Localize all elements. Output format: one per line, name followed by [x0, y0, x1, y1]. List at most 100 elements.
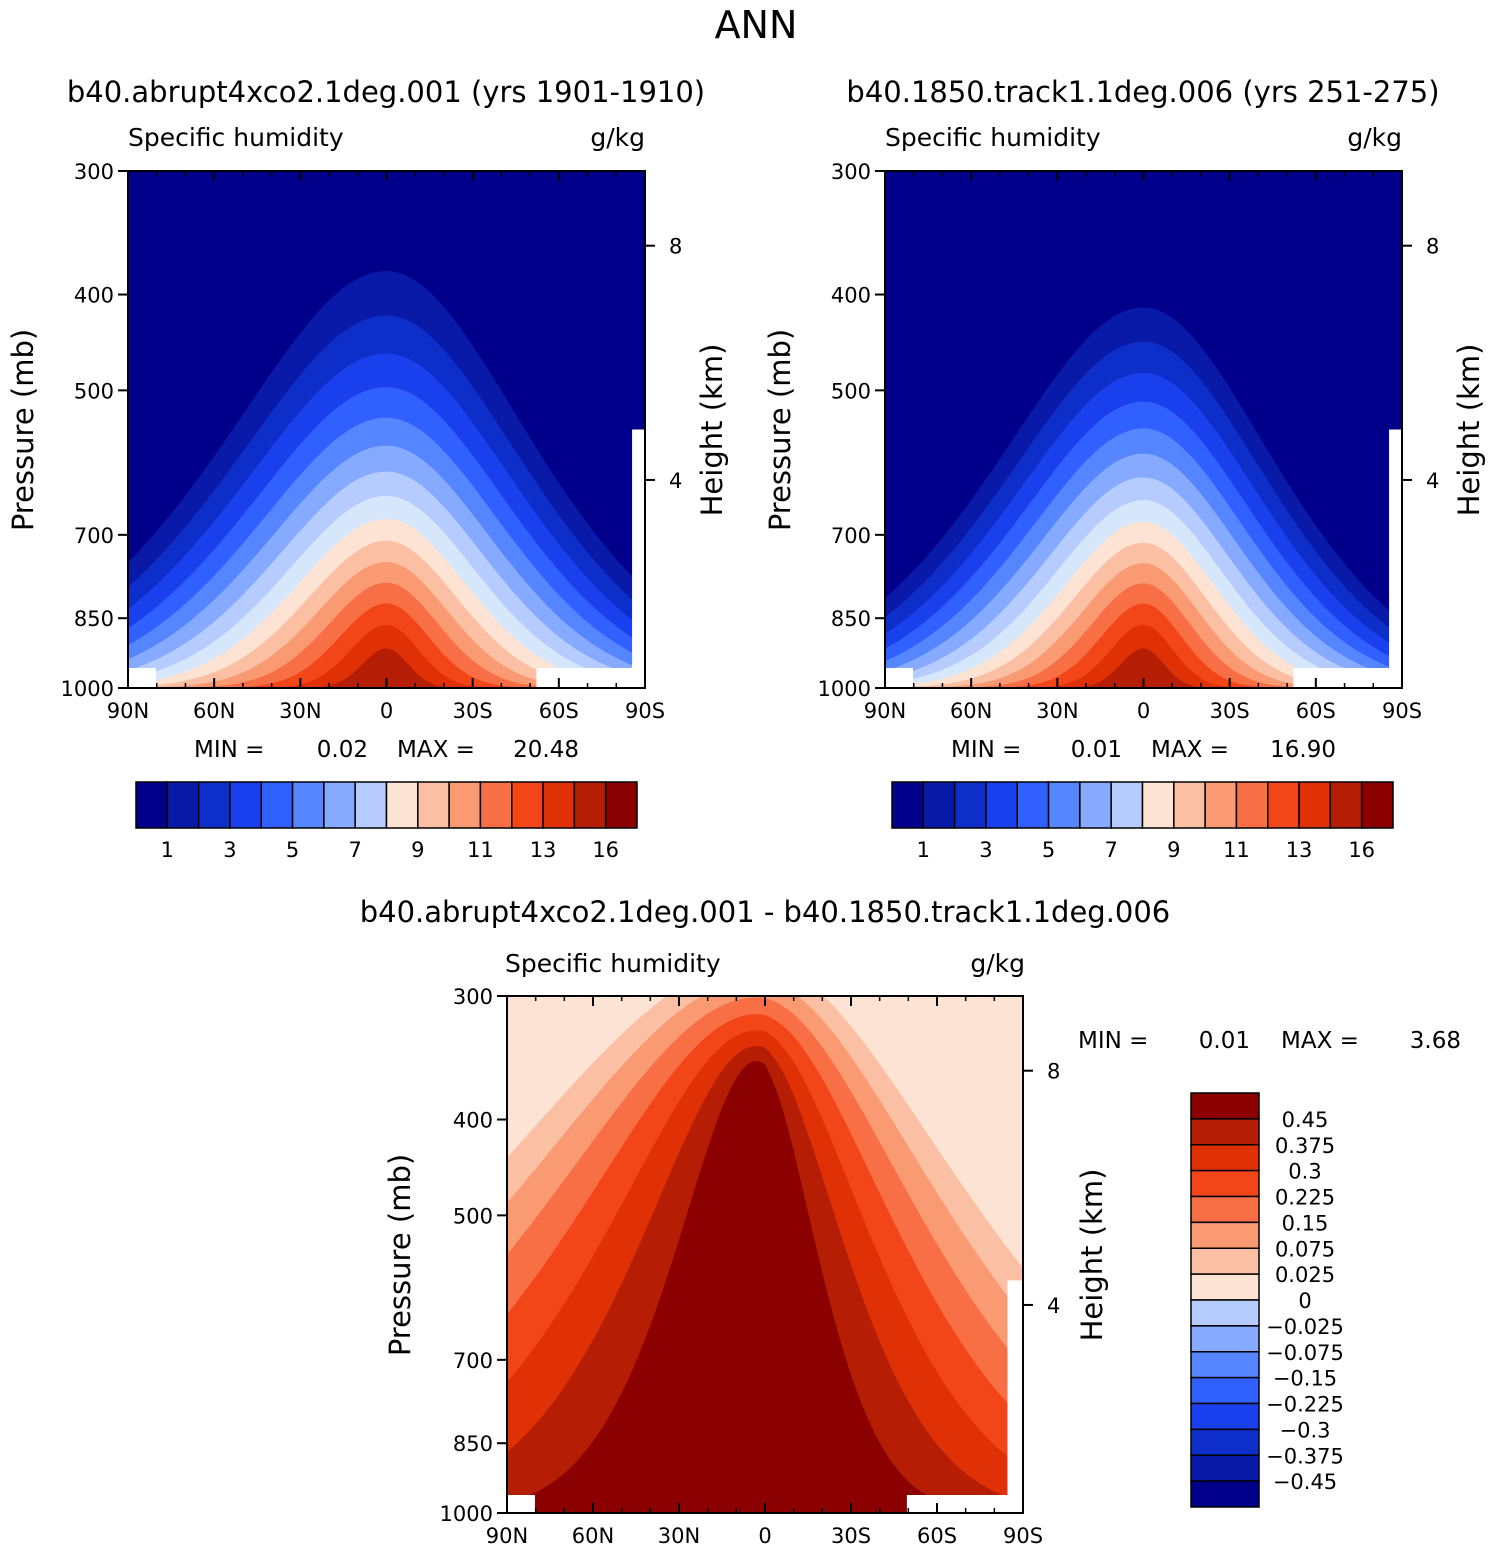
colorbar-label: 0.225	[1275, 1186, 1335, 1210]
y-tick-label: 1000	[818, 677, 871, 701]
colorbar-cell	[1190, 1247, 1260, 1275]
colorbar-cell	[135, 781, 169, 829]
missing-data-patch	[507, 1495, 535, 1513]
panel-right-units: g/kg	[1347, 123, 1402, 152]
page-title: ANN	[715, 3, 798, 47]
x-tick-label: 90S	[625, 699, 665, 723]
colorbar-label: 0.025	[1275, 1263, 1335, 1287]
x-tick-label: 90N	[107, 699, 149, 723]
colorbar-cell	[1110, 781, 1144, 829]
colorbar-cell	[1190, 1118, 1260, 1146]
x-tick-label: 0	[380, 699, 393, 723]
colorbar-label: 16	[592, 838, 619, 862]
contour-band-15	[885, 648, 1402, 688]
colorbar-cell	[1360, 781, 1394, 829]
y-tick-label: 850	[453, 1432, 493, 1456]
colorbar-label: 0.15	[1282, 1211, 1329, 1235]
colorbar-cell	[511, 781, 544, 829]
colorbar-label: 11	[1223, 838, 1250, 862]
panel-diff-max-value: 3.68	[1410, 1028, 1461, 1054]
colorbar-cell	[1298, 781, 1332, 829]
panel-right-min-label: MIN =	[951, 737, 1021, 763]
colorbar-cell	[1190, 1273, 1260, 1301]
x-tick-label: 90N	[864, 699, 906, 723]
colorbar-cell	[1190, 1376, 1260, 1405]
y-tick-label: 400	[831, 284, 871, 308]
panel-diff-ylabel-right: Height (km)	[1075, 1169, 1109, 1342]
right-tick-label: 4	[669, 469, 682, 493]
y-tick-label: 1000	[440, 1502, 493, 1526]
colorbar-cell	[1190, 1351, 1260, 1379]
colorbar-label: 1	[917, 838, 930, 862]
colorbar-cell	[323, 781, 356, 829]
colorbar-label: −0.375	[1266, 1444, 1344, 1468]
panel-right-max-label: MAX =	[1151, 737, 1229, 763]
x-tick-label: 30S	[1210, 699, 1250, 723]
x-tick-label: 90S	[1382, 699, 1422, 723]
x-tick-label: 30S	[831, 1524, 871, 1548]
x-tick-label: 60S	[539, 699, 579, 723]
y-tick-label: 500	[831, 379, 871, 403]
panel-left-y-axis: 300 400 500 700 850 1000	[61, 160, 128, 701]
colorbar-cell	[1079, 781, 1112, 829]
panel-left-max-value: 20.48	[513, 737, 579, 763]
panel-diff-colorbar: 0.450.3750.30.2250.150.0750.0250−0.025−0…	[1190, 1092, 1344, 1508]
panel-diff-subtitle: Specific humidity	[505, 949, 721, 978]
y-tick-label: 700	[831, 524, 871, 548]
colorbar-cell	[953, 781, 987, 829]
panel-left-max-label: MAX =	[397, 737, 475, 763]
colorbar-label: 13	[530, 838, 557, 862]
y-tick-label: 700	[74, 524, 114, 548]
colorbar-label: 1	[161, 838, 174, 862]
colorbar-label: 5	[286, 838, 299, 862]
missing-data-patch	[128, 668, 156, 688]
y-tick-label: 300	[453, 985, 493, 1009]
right-tick-label: 8	[669, 235, 682, 259]
colorbar-cell	[542, 781, 576, 829]
missing-data-patch	[885, 668, 913, 688]
panel-diff-min-value: 0.01	[1199, 1028, 1250, 1054]
colorbar-label: 16	[1348, 838, 1375, 862]
panel-left: b40.abrupt4xco2.1deg.001 (yrs 1901-1910)…	[6, 75, 729, 862]
panel-diff: b40.abrupt4xco2.1deg.001 - b40.1850.trac…	[360, 895, 1461, 1548]
missing-data-patch	[1293, 668, 1402, 688]
colorbar-cell	[1190, 1299, 1260, 1327]
colorbar-label: −0.025	[1266, 1315, 1344, 1339]
colorbar-label: 0	[1298, 1289, 1311, 1313]
colorbar-label: 3	[979, 838, 992, 862]
colorbar-cell	[260, 781, 294, 829]
right-tick-label: 8	[1426, 235, 1439, 259]
panel-diff-title: b40.abrupt4xco2.1deg.001 - b40.1850.trac…	[360, 895, 1171, 929]
colorbar-cell	[197, 781, 231, 829]
colorbar-cell	[1190, 1454, 1260, 1482]
panel-diff-units: g/kg	[970, 949, 1025, 978]
panel-right-ylabel-right: Height (km)	[1452, 344, 1486, 517]
colorbar-cell	[354, 781, 388, 829]
x-tick-label: 60N	[193, 699, 235, 723]
colorbar-cell	[1190, 1195, 1260, 1224]
panel-left-min-value: 0.02	[317, 737, 368, 763]
missing-data-patch	[1389, 429, 1402, 688]
colorbar-label: 13	[1286, 838, 1313, 862]
colorbar-cell	[479, 781, 513, 829]
x-tick-label: 90S	[1003, 1524, 1043, 1548]
colorbar-label: 9	[1167, 838, 1180, 862]
right-tick-label: 4	[1426, 469, 1439, 493]
panel-diff-ylabel: Pressure (mb)	[383, 1154, 417, 1356]
panel-diff-x-axis: 90N 60N 30N 0 30S 60S 90S	[486, 996, 1043, 1548]
panel-left-units: g/kg	[590, 123, 645, 152]
y-tick-label: 500	[74, 379, 114, 403]
colorbar-cell	[985, 781, 1018, 829]
colorbar-label: 5	[1042, 838, 1055, 862]
right-tick-label: 8	[1047, 1060, 1060, 1084]
colorbar-cell	[448, 781, 482, 829]
colorbar-label: 9	[411, 838, 424, 862]
panel-left-ylabel-right: Height (km)	[695, 344, 729, 517]
colorbar-label: 7	[1105, 838, 1118, 862]
contour-band-15	[128, 648, 645, 688]
y-tick-label: 700	[453, 1349, 493, 1373]
colorbar-cell	[1190, 1221, 1260, 1249]
panel-right-colorbar: 1 3 5 7 9 11 13 16	[891, 781, 1394, 862]
colorbar-cell	[1190, 1169, 1260, 1198]
colorbar-cell	[1190, 1144, 1260, 1172]
